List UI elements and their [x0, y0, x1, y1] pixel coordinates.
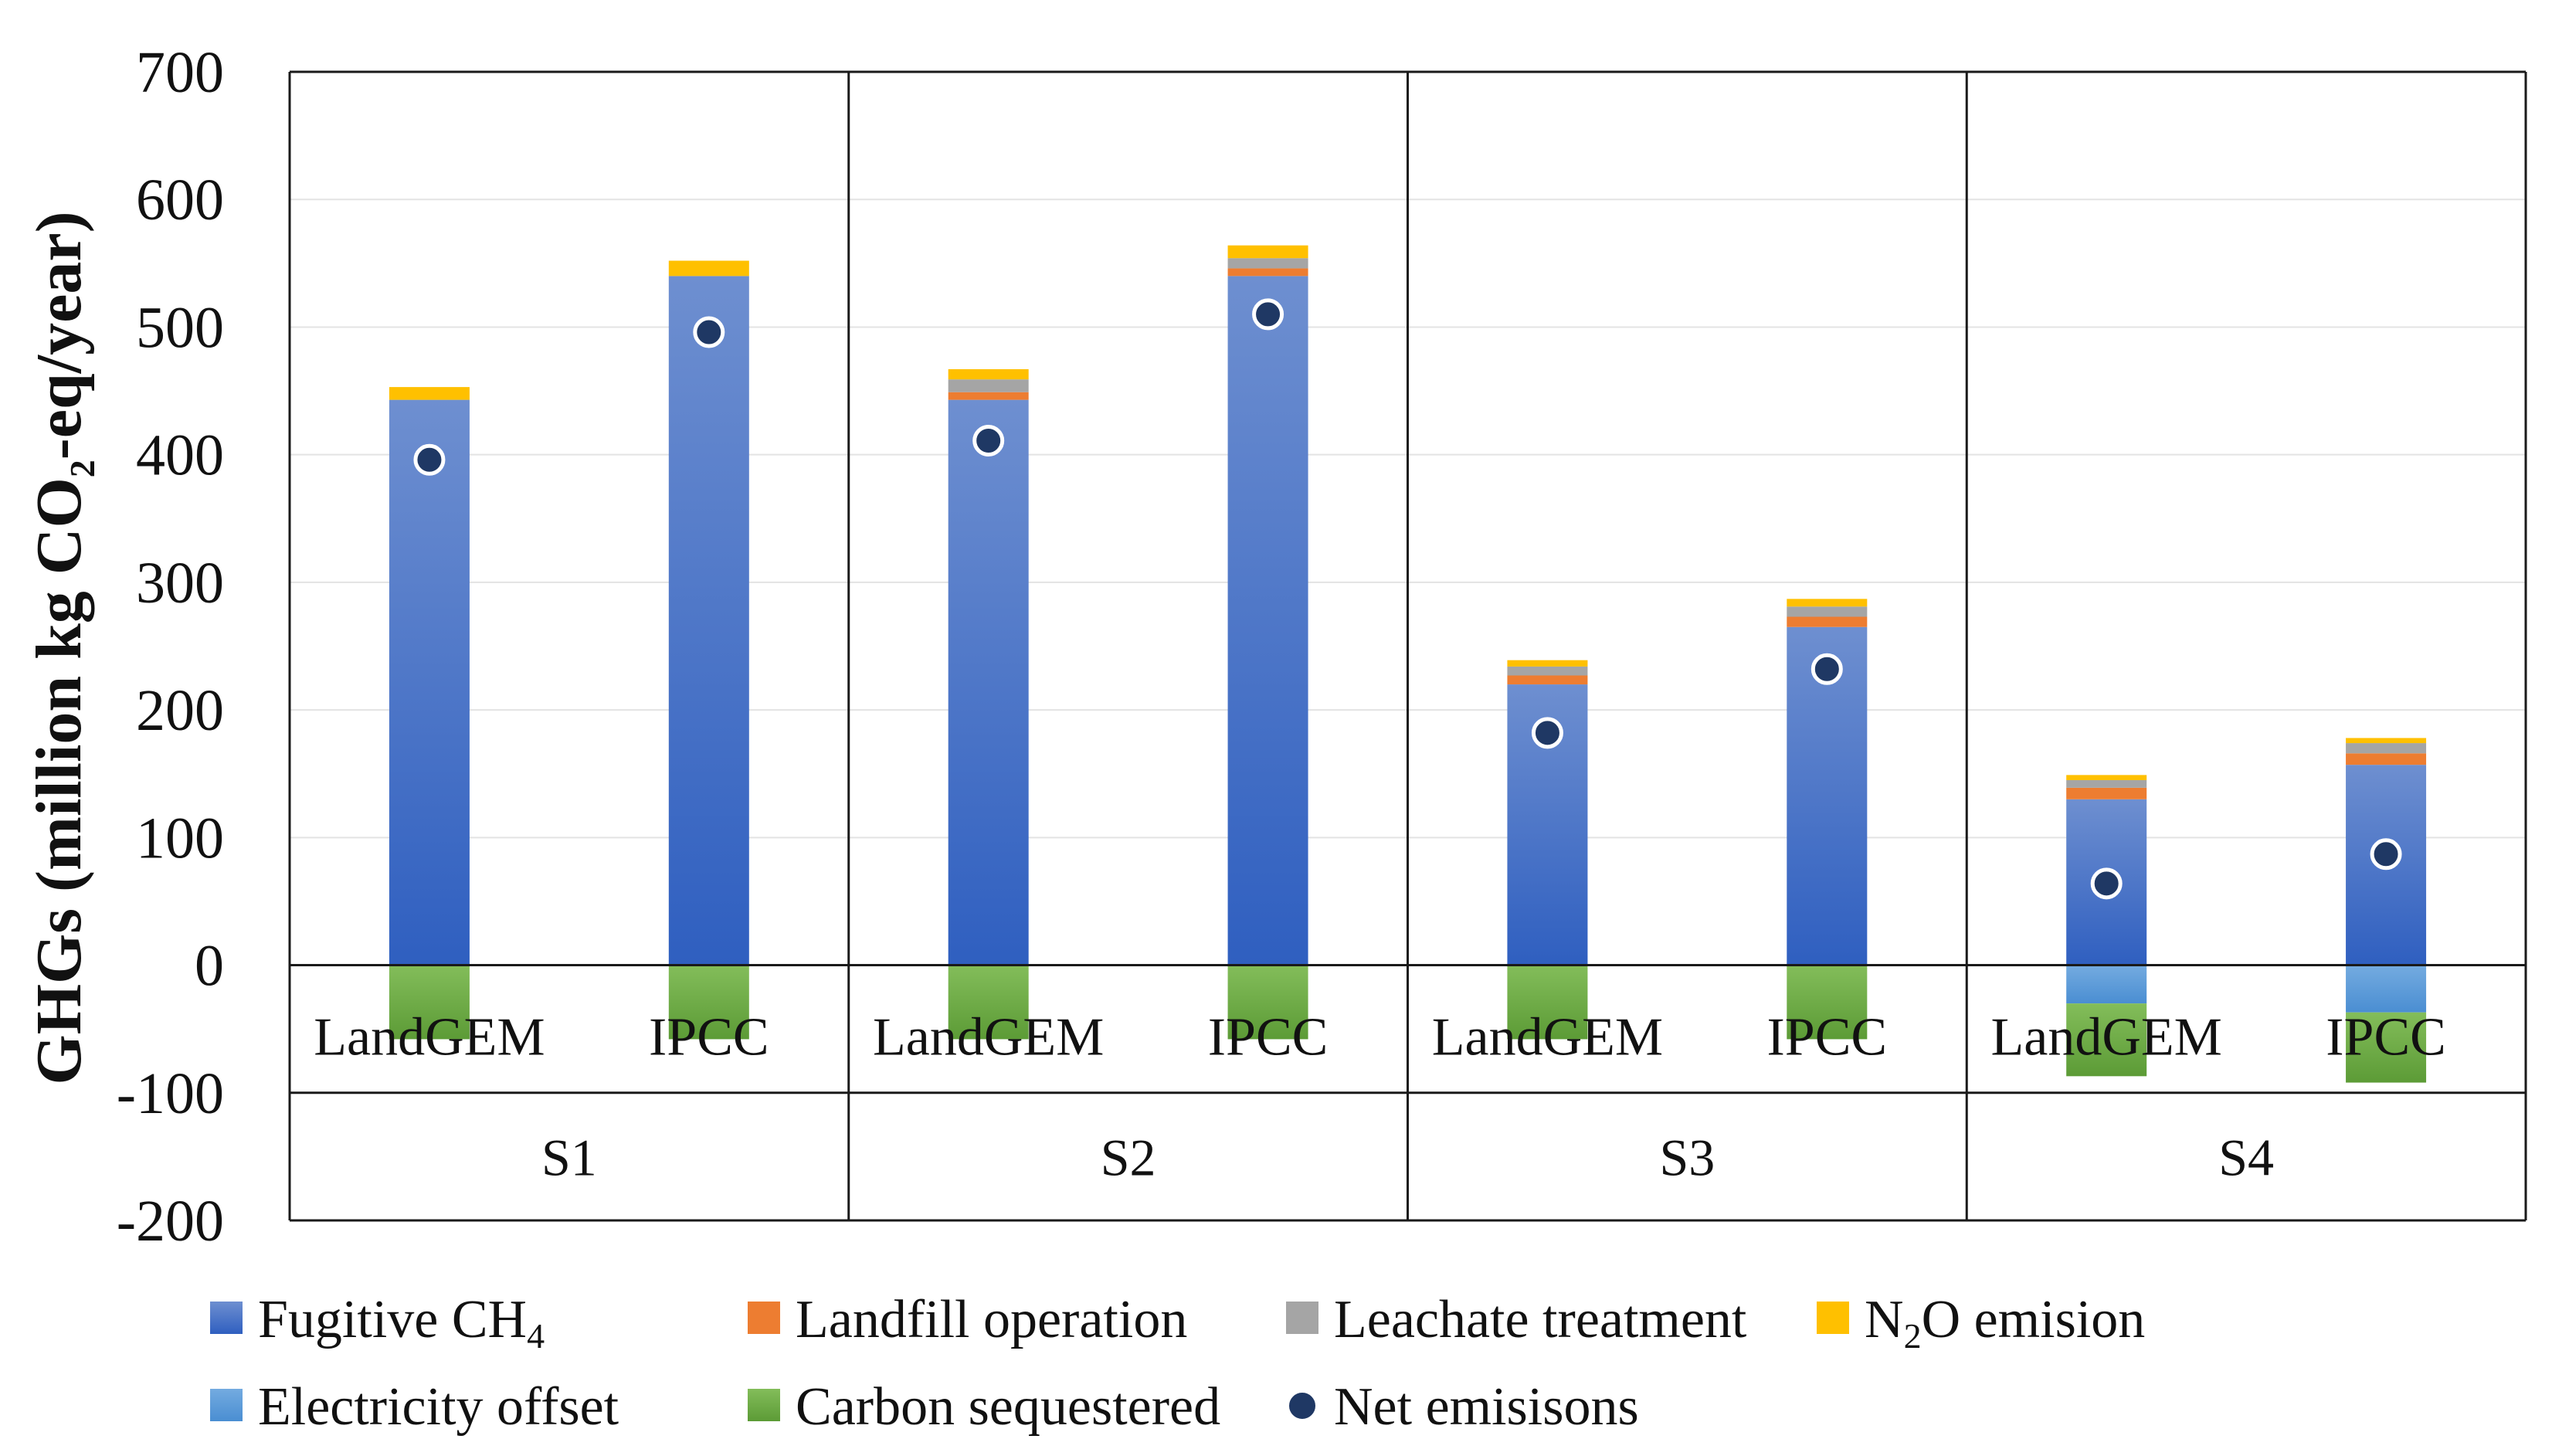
legend-net-emisisons-swatch [1286, 1390, 1318, 1422]
y-tick-label: 200 [136, 678, 224, 743]
bars [389, 245, 2427, 1083]
legend-carbon-sequestered-label: Carbon sequestered [796, 1377, 1220, 1437]
y-tick-label: 600 [136, 168, 224, 232]
y-tick-label: 500 [136, 295, 224, 360]
group-labels: S1 S2 S3 S4 [541, 1128, 2274, 1186]
category-label: LandGEM [1432, 1008, 1663, 1067]
bar-fugitive-ch4-s1-landgem [389, 399, 470, 966]
group-label-s4: S4 [2218, 1128, 2274, 1186]
net-point-s3-landgem [1531, 717, 1563, 749]
category-label: IPCC [2326, 1008, 2446, 1067]
y-tick-label: 0 [195, 934, 224, 999]
legend: Fugitive CH4 Landfill operation Leachate t… [210, 1290, 2145, 1437]
net-point-s3-ipcc [1810, 653, 1843, 685]
bar-landfill-operation-s2-landgem [948, 392, 1029, 400]
bar-n2o-emision-s1-ipcc [668, 260, 749, 277]
bar-carbon-sequestered-s1-landgem [389, 965, 470, 1040]
plot-frame [288, 70, 2527, 1222]
category-label: LandGEM [314, 1008, 545, 1067]
category-label: IPCC [1208, 1008, 1329, 1067]
bar-n2o-emision-s1-landgem [389, 387, 470, 400]
bar-leachate-treatment-s3-ipcc [1787, 606, 1868, 617]
y-tick-label: 700 [136, 40, 224, 105]
legend-carbon-sequestered-swatch [748, 1389, 780, 1421]
bar-carbon-sequestered-s4-landgem [2066, 1003, 2147, 1077]
bar-leachate-treatment-s2-ipcc [1227, 258, 1308, 269]
bar-n2o-emision-s2-ipcc [1227, 245, 1308, 259]
legend-landfill-operation-swatch [748, 1302, 780, 1334]
category-label: LandGEM [1990, 1008, 2221, 1067]
group-label-s1: S1 [541, 1128, 597, 1186]
bar-landfill-operation-s2-ipcc [1227, 268, 1308, 277]
legend-leachate-treatment-label: Leachate treatment [1334, 1290, 1747, 1349]
bar-carbon-sequestered-s2-landgem [948, 965, 1029, 1040]
bar-carbon-sequestered-s1-ipcc [668, 965, 749, 1040]
bar-fugitive-ch4-s1-ipcc [668, 276, 749, 966]
category-label: IPCC [1767, 1008, 1888, 1067]
legend-landfill-operation-label: Landfill operation [796, 1290, 1187, 1349]
y-axis-label-subscript: 2 [63, 460, 102, 477]
bar-landfill-operation-s3-ipcc [1787, 616, 1868, 627]
legend-fugitive-ch4-label: Fugitive CH4 [258, 1290, 545, 1356]
bar-electricity-offset-s4-ipcc [2346, 965, 2427, 1013]
net-point-s1-landgem [413, 443, 446, 476]
legend-fugitive-ch4-swatch [210, 1302, 243, 1334]
bar-carbon-sequestered-s2-ipcc [1227, 965, 1308, 1040]
net-points [413, 298, 2402, 900]
bar-carbon-sequestered-s3-ipcc [1787, 965, 1868, 1040]
legend-net-emisisons-label: Net emisisons [1334, 1377, 1639, 1437]
y-axis-label: GHGs (million kg CO2-eq/year) [23, 211, 102, 1084]
bar-landfill-operation-s3-landgem [1507, 675, 1588, 685]
category-label: IPCC [649, 1008, 769, 1067]
net-point-s4-landgem [2090, 867, 2123, 900]
bar-carbon-sequestered-s3-landgem [1507, 965, 1588, 1040]
y-tick-label: 300 [136, 551, 224, 616]
bar-n2o-emision-s3-ipcc [1787, 599, 1868, 607]
bar-landfill-operation-s4-ipcc [2346, 753, 2427, 765]
legend-n2o-emision-swatch [1817, 1302, 1849, 1334]
bar-leachate-treatment-s4-ipcc [2346, 743, 2427, 754]
bar-leachate-treatment-s2-landgem [948, 379, 1029, 392]
y-tick-label: 400 [136, 423, 224, 488]
y-tick-label: 100 [136, 806, 224, 871]
group-label-s2: S2 [1101, 1128, 1156, 1186]
bar-carbon-sequestered-s4-ipcc [2346, 1012, 2427, 1083]
group-label-s3: S3 [1659, 1128, 1715, 1186]
category-label: LandGEM [873, 1008, 1104, 1067]
legend-n2o-emision-label: N2O emision [1865, 1290, 2145, 1356]
net-point-s4-ipcc [2370, 838, 2402, 871]
bar-leachate-treatment-s4-landgem [2066, 779, 2147, 788]
bar-n2o-emision-s4-ipcc [2346, 738, 2427, 744]
y-tick-label: -100 [117, 1061, 224, 1126]
legend-electricity-offset-swatch [210, 1389, 243, 1421]
category-labels: LandGEM IPCC LandGEM IPCC LandGEM IPCC LandGEM… [314, 1008, 2446, 1067]
net-point-s1-ipcc [693, 316, 725, 348]
bar-electricity-offset-s4-landgem [2066, 965, 2147, 1004]
bar-n2o-emision-s3-landgem [1507, 660, 1588, 667]
y-tick-label: -200 [117, 1189, 224, 1254]
bar-n2o-emision-s2-landgem [948, 368, 1029, 380]
bar-fugitive-ch4-s2-ipcc [1227, 276, 1308, 966]
net-point-s2-ipcc [1252, 298, 1284, 331]
bar-fugitive-ch4-s2-landgem [948, 399, 1029, 966]
bar-leachate-treatment-s3-landgem [1507, 666, 1588, 676]
y-axis-label-main: GHGs (million kg CO [23, 477, 95, 1084]
net-point-s2-landgem [972, 424, 1005, 456]
bar-n2o-emision-s4-landgem [2066, 775, 2147, 780]
y-axis-ticks: -200 -100 0 100 200 300 400 500 600 700 [117, 40, 224, 1254]
y-axis-label-tail: -eq/year) [23, 211, 95, 460]
legend-electricity-offset-label: Electricity offset [258, 1377, 619, 1437]
bar-landfill-operation-s4-landgem [2066, 787, 2147, 799]
legend-leachate-treatment-swatch [1286, 1302, 1318, 1334]
